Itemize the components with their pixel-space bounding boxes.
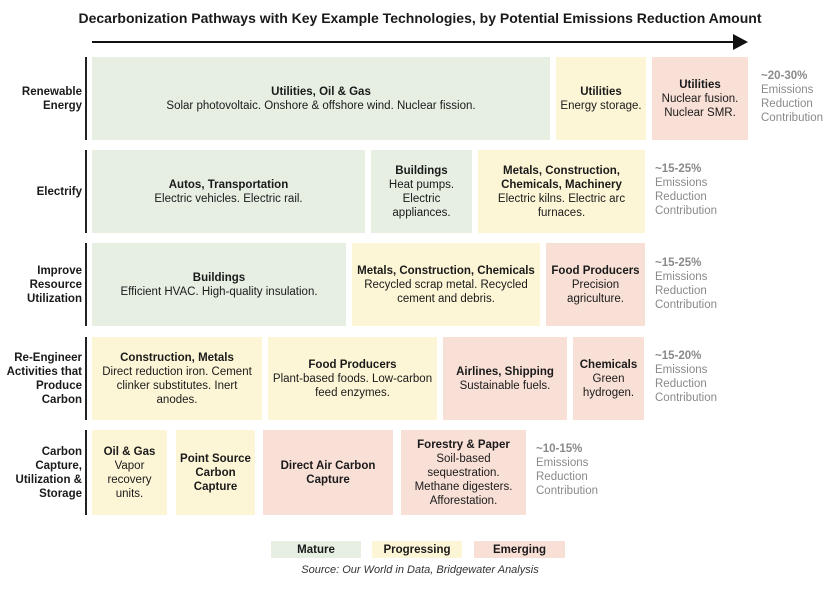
arrow-line (92, 41, 735, 43)
box-title: Metals, Construction, Chemicals, Machine… (501, 164, 622, 191)
contribution-label: ~20-30% Emissions Reduction Contribution (761, 69, 837, 125)
row-divider (85, 150, 87, 233)
box-title: Buildings (192, 271, 246, 284)
box-desc: Sustainable fuels. (459, 379, 551, 392)
row-divider (85, 430, 87, 515)
box-title: Forestry & Paper (417, 438, 510, 451)
box-title: Direct Air Carbon Capture (280, 459, 376, 486)
box-title: Oil & Gas (103, 445, 156, 458)
contribution-text: Emissions Reduction Contribution (761, 84, 824, 124)
pathway-box: Construction, Metals Direct reduction ir… (92, 337, 262, 420)
pathway-box: Autos, Transportation Electric vehicles.… (92, 150, 365, 233)
pathway-box: Metals, Construction, Chemicals, Machine… (478, 150, 645, 233)
row-divider (85, 243, 87, 326)
box-desc: Precision agriculture. (567, 278, 624, 305)
pathway-box: Utilities Energy storage. (556, 57, 646, 140)
box-desc: Electric kilns. Electric arc furnaces. (497, 192, 626, 219)
row-label-electrify: Electrify (36, 185, 82, 198)
pathway-box: Food Producers Precision agriculture. (546, 243, 645, 326)
box-desc: Recycled scrap metal. Recycled cement an… (364, 278, 528, 305)
box-desc: Vapor recovery units. (107, 459, 152, 500)
pathway-box: Oil & Gas Vapor recovery units. (92, 430, 167, 515)
box-title: Food Producers (551, 264, 640, 277)
contribution-label: ~10-15% Emissions Reduction Contribution (536, 442, 616, 498)
box-title: Metals, Construction, Chemicals (357, 264, 535, 277)
contribution-range: ~20-30% (761, 70, 808, 82)
box-desc: Efficient HVAC. High-quality insulation. (120, 285, 318, 298)
arrow-head-icon (733, 34, 748, 50)
box-desc: Direct reduction iron. Cement clinker su… (102, 365, 252, 406)
contribution-range: ~15-25% (655, 163, 702, 175)
box-title: Construction, Metals (120, 351, 234, 364)
contribution-label: ~15-25% Emissions Reduction Contribution (655, 256, 735, 312)
box-desc: Nuclear fusion. Nuclear SMR. (661, 92, 739, 119)
row-label-carbon-capture: Carbon Capture, Utilization & Storage (15, 445, 82, 500)
box-desc: Plant-based foods. Low-carbon feed enzym… (272, 372, 433, 399)
pathway-box: Direct Air Carbon Capture (263, 430, 393, 515)
pathway-box: Utilities, Oil & Gas Solar photovoltaic.… (92, 57, 550, 140)
box-desc: Soil-based sequestration. Methane digest… (414, 452, 513, 507)
box-desc: Electric vehicles. Electric rail. (154, 192, 303, 205)
box-title: Food Producers (308, 358, 397, 371)
contribution-text: Emissions Reduction Contribution (655, 364, 718, 404)
box-title: Buildings (395, 164, 448, 177)
legend-emerging: Emerging (474, 541, 565, 558)
legend-mature: Mature (271, 541, 361, 558)
contribution-label: ~15-20% Emissions Reduction Contribution (655, 349, 735, 405)
pathway-box: Chemicals Green hydrogen. (573, 337, 644, 420)
box-desc: Solar photovoltaic. Onshore & offshore w… (166, 99, 476, 112)
contribution-range: ~15-20% (655, 350, 702, 362)
pathway-box: Metals, Construction, Chemicals Recycled… (352, 243, 540, 326)
box-title: Chemicals (579, 358, 638, 371)
source-note: Source: Our World in Data, Bridgewater A… (301, 564, 539, 576)
contribution-range: ~15-25% (655, 257, 702, 269)
pathway-box: Utilities Nuclear fusion. Nuclear SMR. (652, 57, 748, 140)
contribution-text: Emissions Reduction Contribution (655, 271, 718, 311)
row-label-renewable-energy: Renewable Energy (21, 85, 82, 112)
pathway-box: Food Producers Plant-based foods. Low-ca… (268, 337, 437, 420)
box-title: Airlines, Shipping (456, 365, 554, 378)
row-divider (85, 337, 87, 420)
box-desc: Heat pumps. Electric appliances. (388, 178, 455, 219)
box-title: Utilities, Oil & Gas (271, 85, 371, 98)
chart-title: Decarbonization Pathways with Key Exampl… (78, 10, 762, 26)
pathway-box: Buildings Heat pumps. Electric appliance… (371, 150, 472, 233)
box-title: Utilities (679, 78, 721, 91)
row-divider (85, 57, 87, 140)
box-desc: Green hydrogen. (582, 372, 635, 399)
box-title: Autos, Transportation (168, 178, 289, 191)
box-title: Point Source Carbon Capture (180, 452, 251, 493)
box-title: Utilities (580, 85, 622, 98)
contribution-label: ~15-25% Emissions Reduction Contribution (655, 162, 735, 218)
pathway-box: Point Source Carbon Capture (176, 430, 255, 515)
legend-progressing: Progressing (372, 541, 462, 558)
pathway-box: Airlines, Shipping Sustainable fuels. (443, 337, 567, 420)
pathway-box: Forestry & Paper Soil-based sequestratio… (401, 430, 526, 515)
row-label-improve-resource-utilization: Improve Resource Utilization (27, 264, 82, 305)
contribution-text: Emissions Reduction Contribution (536, 457, 599, 497)
row-label-re-engineer-activities: Re-Engineer Activities that Produce Carb… (6, 351, 82, 406)
contribution-range: ~10-15% (536, 443, 583, 455)
contribution-text: Emissions Reduction Contribution (655, 177, 718, 217)
box-desc: Energy storage. (560, 99, 642, 112)
pathway-box: Buildings Efficient HVAC. High-quality i… (92, 243, 346, 326)
